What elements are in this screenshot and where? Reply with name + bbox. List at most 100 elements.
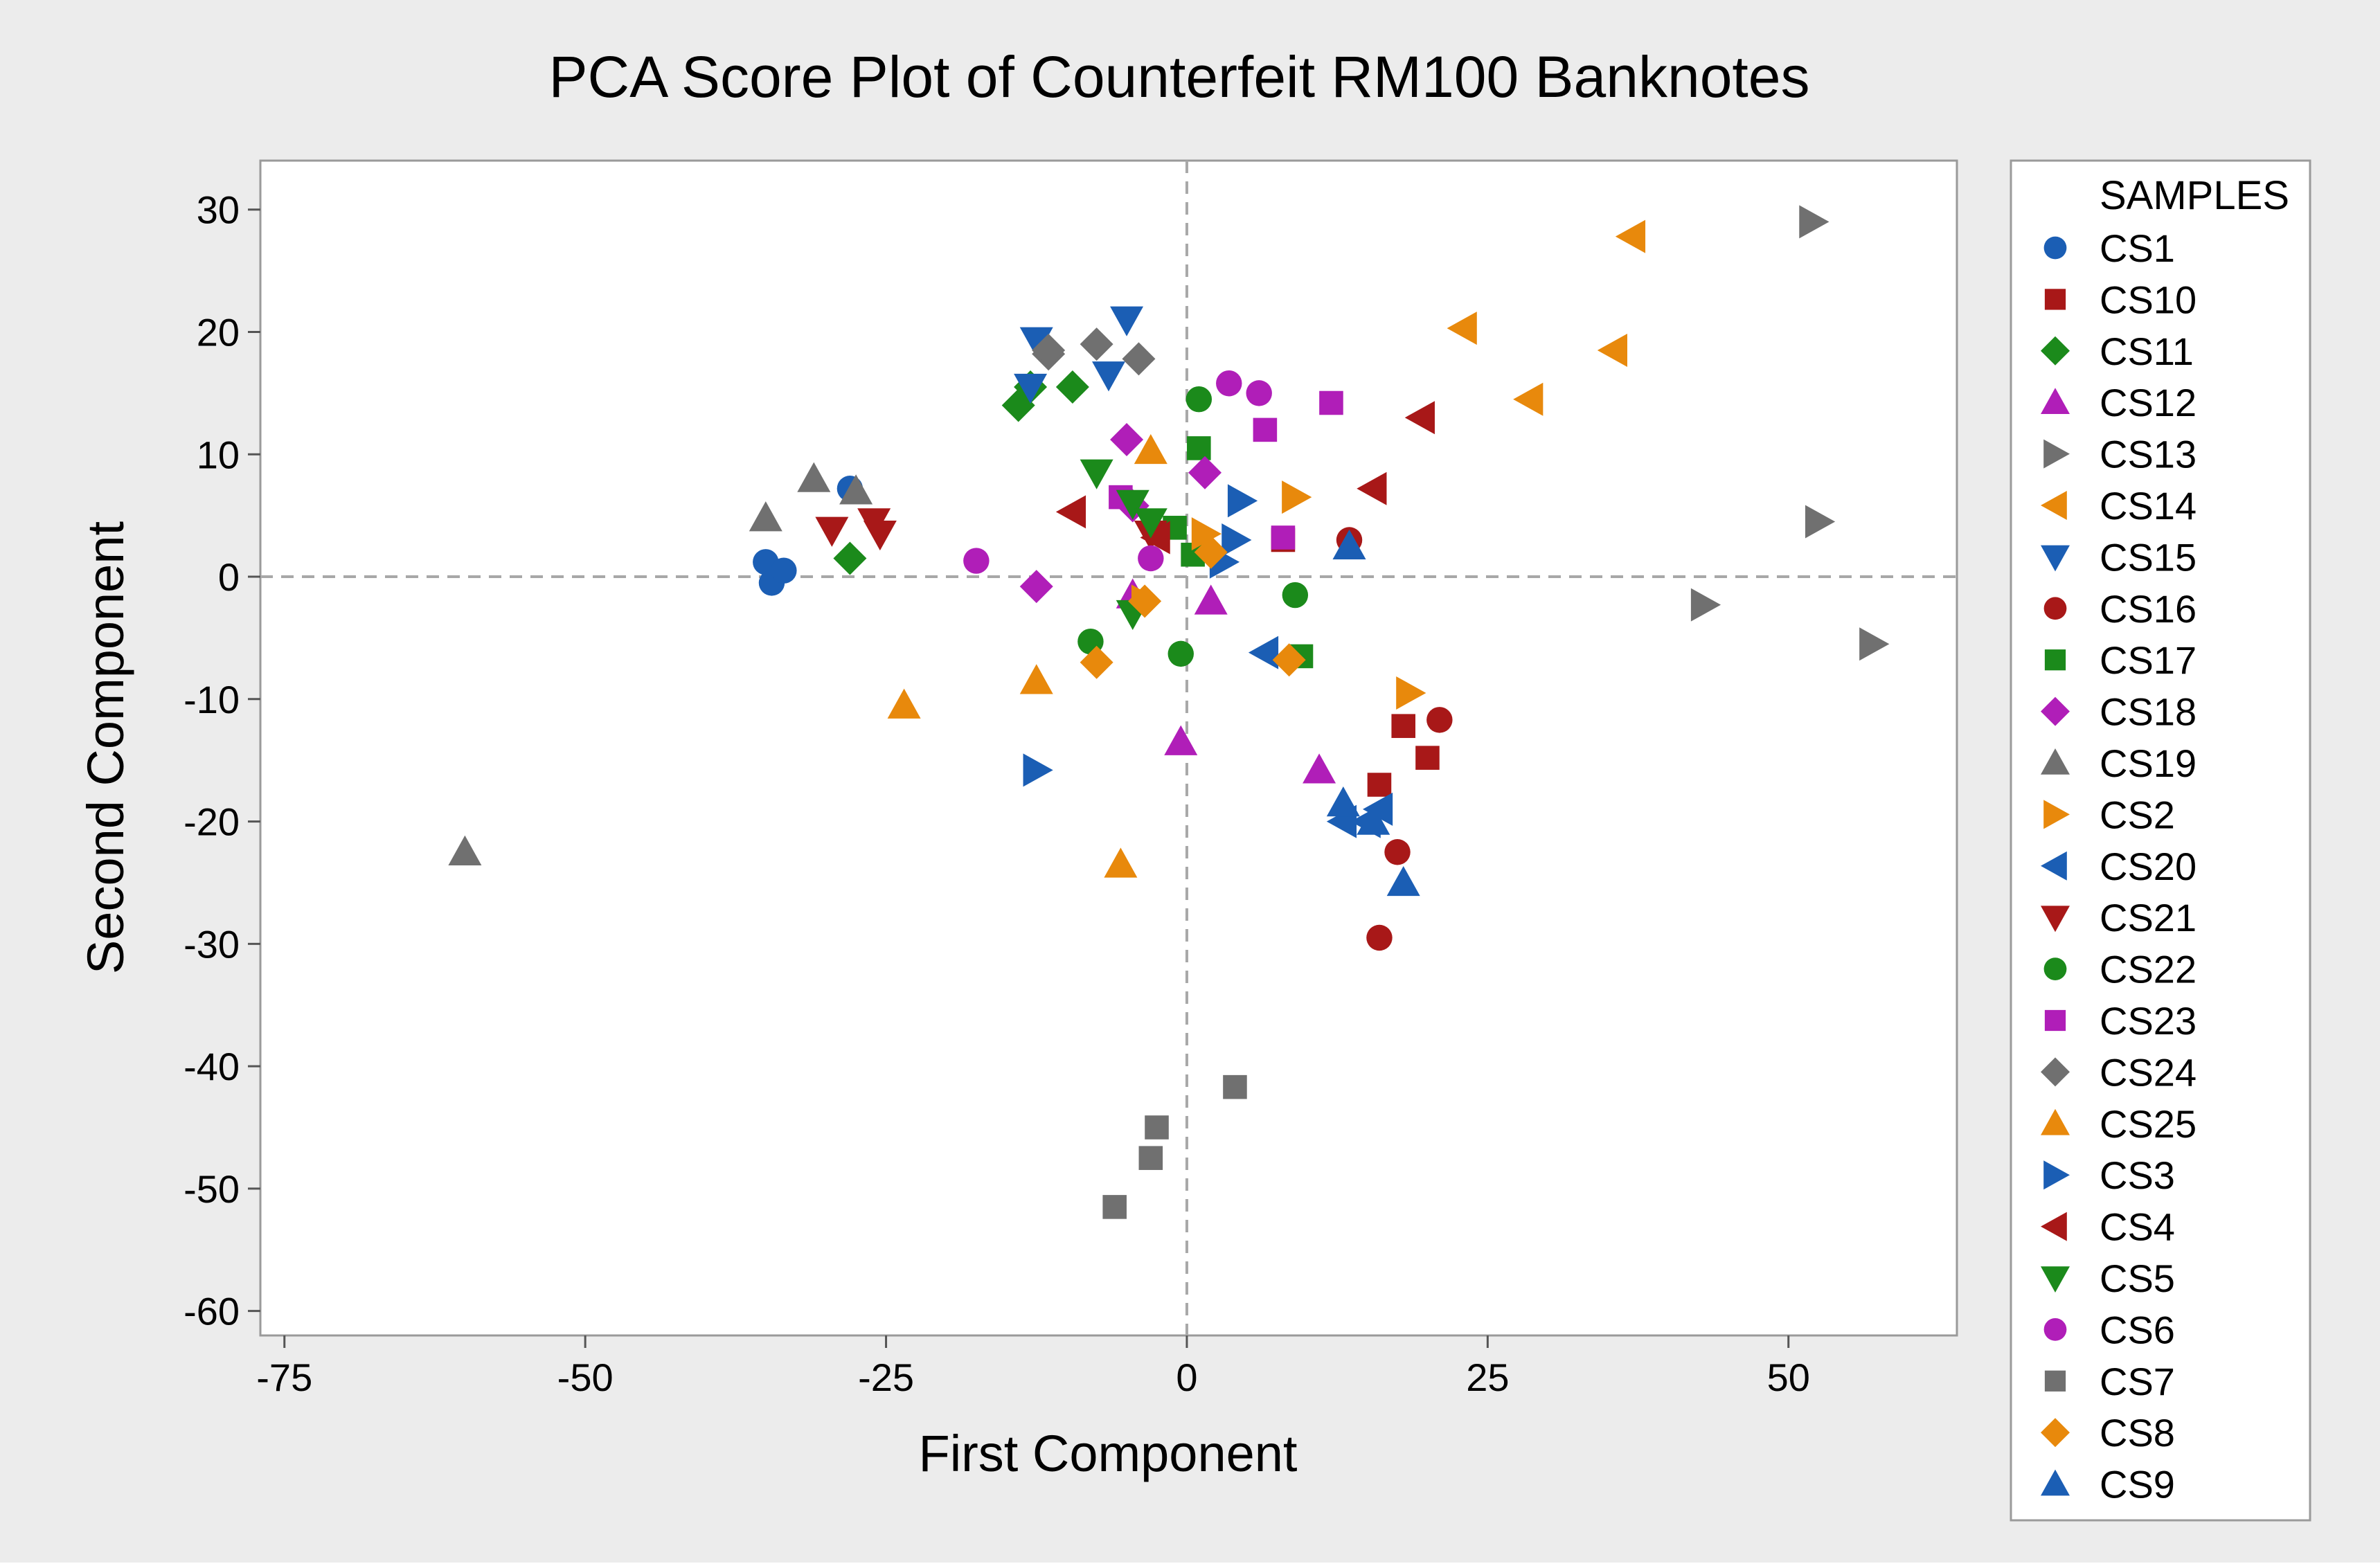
data-point-cs13	[1799, 205, 1829, 239]
legend-marker-cs22	[2043, 957, 2067, 980]
data-point-cs18	[1188, 456, 1222, 489]
data-point-cs14	[1615, 219, 1646, 253]
legend-marker-cs13	[2043, 439, 2070, 469]
data-point-cs15	[1019, 327, 1053, 357]
legend-label-cs12: CS12	[2100, 381, 2196, 424]
data-point-cs7	[1145, 1115, 1169, 1140]
data-point-cs25	[1019, 664, 1053, 694]
data-point-cs13	[1805, 505, 1836, 539]
data-point-cs2	[1282, 480, 1312, 514]
x-tick-label: -50	[557, 1356, 614, 1399]
x-tick-label: -75	[256, 1356, 312, 1399]
data-point-cs23	[1253, 417, 1278, 442]
data-point-cs4	[1404, 401, 1435, 435]
y-tick-label: -40	[184, 1045, 240, 1088]
data-point-cs19	[749, 501, 782, 532]
data-point-cs19	[797, 462, 831, 492]
legend-label-cs5: CS5	[2100, 1257, 2175, 1300]
legend-marker-cs6	[2043, 1318, 2067, 1341]
data-point-cs8	[1128, 584, 1162, 618]
data-point-cs2	[1191, 517, 1222, 551]
legend-label-cs8: CS8	[2100, 1411, 2175, 1455]
legend-label-cs23: CS23	[2100, 999, 2196, 1043]
legend-label-cs7: CS7	[2100, 1360, 2175, 1403]
legend-title: SAMPLES	[2100, 173, 2289, 218]
data-point-cs22	[1167, 640, 1194, 667]
y-tick-label: 0	[218, 555, 240, 599]
data-point-cs9	[1357, 804, 1390, 835]
y-tick-label: -30	[184, 922, 240, 966]
data-point-cs13	[1859, 627, 1890, 661]
data-point-cs3	[1227, 484, 1258, 518]
data-point-cs8	[1080, 645, 1113, 679]
legend-label-cs21: CS21	[2100, 896, 2196, 939]
legend-marker-cs9	[2041, 1469, 2070, 1496]
y-tick-label: 10	[197, 433, 240, 476]
y-axis-label: Second Component	[77, 521, 134, 975]
data-point-cs18	[1019, 570, 1053, 604]
legend-marker-cs8	[2041, 1418, 2070, 1448]
data-point-cs3	[1222, 523, 1252, 557]
legend-marker-cs7	[2044, 1370, 2066, 1392]
data-point-cs19	[839, 474, 873, 505]
data-point-cs16	[1366, 924, 1393, 951]
data-point-cs5	[1116, 489, 1149, 520]
data-point-cs12	[1164, 725, 1198, 755]
legend-marker-cs5	[2041, 1266, 2070, 1293]
data-point-cs9	[1386, 865, 1420, 897]
data-point-cs10	[1415, 746, 1440, 770]
legend-marker-cs12	[2041, 388, 2070, 414]
data-point-cs21	[815, 516, 849, 547]
legend-label-cs13: CS13	[2100, 433, 2196, 476]
legend-marker-cs18	[2041, 696, 2070, 726]
x-tick-label: -25	[858, 1356, 914, 1399]
legend-label-cs17: CS17	[2100, 638, 2196, 682]
chart-title: PCA Score Plot of Counterfeit RM100 Bank…	[549, 44, 1810, 109]
legend: CS1 CS10 CS11 CS12 CS13 CS14 CS15 CS16 CS17 CS18 C…	[2041, 226, 2196, 1506]
data-point-cs15	[1110, 306, 1144, 336]
legend-label-cs4: CS4	[2100, 1205, 2175, 1249]
data-point-cs11	[833, 541, 867, 575]
data-point-cs15	[1014, 373, 1048, 404]
data-point-cs2	[1396, 676, 1426, 710]
data-point-cs25	[1104, 847, 1138, 878]
legend-label-cs25: CS25	[2100, 1102, 2196, 1146]
legend-marker-cs3	[2043, 1160, 2070, 1190]
data-point-cs18	[1110, 423, 1144, 457]
data-point-cs24	[1080, 327, 1113, 361]
data-point-cs6	[1138, 545, 1164, 572]
legend-marker-cs23	[2044, 1009, 2066, 1032]
legend-label-cs19: CS19	[2100, 741, 2196, 785]
data-point-cs16	[1384, 839, 1411, 865]
legend-label-cs20: CS20	[2100, 845, 2196, 888]
data-point-cs7	[1102, 1195, 1127, 1219]
data-point-cs14	[1513, 382, 1544, 416]
data-point-cs6	[1216, 370, 1242, 397]
legend-marker-cs11	[2041, 336, 2070, 366]
legend-marker-cs1	[2043, 236, 2067, 260]
data-point-cs20	[1248, 636, 1279, 669]
legend-label-cs3: CS3	[2100, 1153, 2175, 1197]
data-point-cs8	[1272, 643, 1306, 677]
legend-label-cs11: CS11	[2100, 330, 2194, 373]
data-point-cs6	[963, 548, 990, 574]
data-point-cs16	[1426, 707, 1453, 733]
data-point-cs14	[1597, 333, 1627, 367]
legend-marker-cs24	[2041, 1057, 2070, 1087]
data-point-cs4	[1140, 521, 1170, 555]
plot-area	[259, 159, 1958, 1337]
data-point-cs8	[1194, 535, 1228, 569]
legend-label-cs1: CS1	[2100, 226, 2175, 270]
legend-label-cs14: CS14	[2100, 484, 2196, 528]
legend-marker-cs4	[2041, 1212, 2067, 1241]
data-point-cs25	[1134, 433, 1167, 465]
data-point-cs21	[863, 520, 897, 551]
data-point-cs23	[1319, 390, 1343, 415]
data-point-cs15	[1092, 361, 1125, 392]
x-axis-label: First Component	[919, 1425, 1298, 1482]
legend-marker-cs2	[2043, 800, 2070, 829]
data-point-cs13	[1690, 588, 1721, 622]
legend-marker-cs20	[2041, 851, 2067, 881]
